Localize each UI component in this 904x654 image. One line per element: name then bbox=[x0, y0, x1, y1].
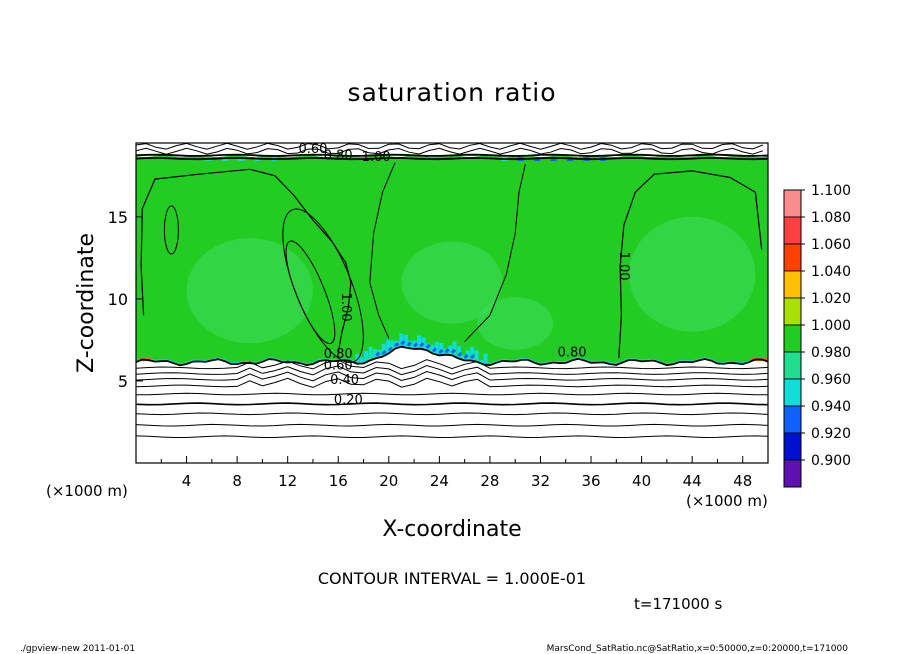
contour-label: 1.00 bbox=[616, 252, 631, 281]
y-tick-label: 5 bbox=[118, 372, 128, 391]
contour-below-cloud bbox=[136, 359, 768, 370]
supersaturation-patch bbox=[186, 238, 313, 344]
contour-labels: 0.200.400.600.80 0.801.001.001.000.600.80 bbox=[298, 142, 631, 408]
colorbar-label: 0.920 bbox=[811, 426, 851, 442]
contour-lines bbox=[136, 143, 768, 439]
colorbar-swatch bbox=[783, 270, 802, 299]
x-tick-label: 24 bbox=[430, 472, 449, 490]
x-tick-label: 44 bbox=[683, 472, 702, 490]
colorbar-label: 0.940 bbox=[811, 399, 851, 415]
colorbar-swatch bbox=[783, 324, 802, 353]
plot-area bbox=[136, 143, 768, 463]
supersaturation-patch bbox=[477, 297, 554, 350]
x-tick-label: 4 bbox=[182, 472, 192, 490]
colorbar-swatch bbox=[783, 432, 802, 461]
contour-below-cloud bbox=[136, 402, 768, 406]
colorbar-swatch bbox=[783, 351, 802, 380]
colorbar-label: 1.020 bbox=[811, 291, 851, 307]
contour-closed bbox=[163, 205, 179, 255]
contour-below-cloud bbox=[136, 364, 768, 376]
colorbar-label: 0.980 bbox=[811, 345, 851, 361]
colorbar-label: 0.900 bbox=[811, 453, 851, 469]
colorbar-frame bbox=[783, 189, 802, 488]
y-axis-label: Z-coordinate bbox=[74, 233, 99, 373]
footer-program: ./gpview-new 2011-01-01 bbox=[20, 644, 135, 654]
colorbar-label: 1.060 bbox=[811, 237, 851, 253]
colorbar-swatch bbox=[783, 189, 802, 218]
contour-upper bbox=[136, 143, 764, 150]
contour-label: 0.60 bbox=[298, 142, 327, 157]
colorbar-label: 1.100 bbox=[811, 183, 851, 199]
contour-cloud-base bbox=[136, 345, 768, 367]
x-axis-label: X-coordinate bbox=[382, 517, 521, 542]
contour-below-cloud bbox=[136, 435, 768, 439]
colorbar-swatch bbox=[783, 378, 802, 407]
chart-title: saturation ratio bbox=[347, 78, 556, 107]
contour-label: 1.00 bbox=[362, 150, 391, 165]
contour-label: 0.40 bbox=[330, 373, 359, 388]
contour-label: 0.80 bbox=[558, 345, 587, 360]
contour-below-cloud bbox=[136, 392, 768, 396]
colorbar-swatch bbox=[783, 297, 802, 326]
contour-one-right bbox=[618, 170, 763, 359]
x-tick-label: 36 bbox=[581, 472, 600, 490]
plot-frame bbox=[135, 142, 769, 464]
contour-below-cloud bbox=[136, 423, 768, 427]
y-axis: 5 10 15 bbox=[108, 208, 143, 391]
contour-label: 0.60 bbox=[324, 358, 353, 373]
y-tick-label: 10 bbox=[108, 290, 128, 309]
colorbar-swatch bbox=[783, 216, 802, 245]
x-tick-label: 8 bbox=[232, 472, 242, 490]
top-fleck bbox=[238, 156, 245, 161]
contour-central bbox=[369, 162, 396, 339]
contour-closed bbox=[282, 208, 364, 364]
contour-label: 0.80 bbox=[324, 347, 353, 362]
x-axis: 4 8 12 16 20 24 28 32 36 40 44 48 bbox=[160, 456, 752, 490]
colorbar-label: 0.960 bbox=[811, 372, 851, 388]
x-tick-label: 12 bbox=[278, 472, 297, 490]
contour-interval-note: CONTOUR INTERVAL = 1.000E-01 bbox=[318, 569, 586, 588]
cloud-base-fringe-blue bbox=[375, 340, 476, 360]
contour-label: 0.80 bbox=[324, 148, 353, 163]
colorbar-label: 1.000 bbox=[811, 318, 851, 334]
contour-below-cloud bbox=[136, 370, 768, 382]
x-tick-label: 32 bbox=[531, 472, 550, 490]
contour-upper bbox=[136, 147, 764, 155]
contour-cloud-top bbox=[136, 153, 768, 157]
contour-label: 1.00 bbox=[338, 293, 353, 322]
supersaturation-patch bbox=[628, 216, 756, 332]
x-axis-unit-left: (×1000 m) bbox=[46, 482, 128, 500]
contour-cloud-top bbox=[136, 156, 768, 161]
x-tick-label: 28 bbox=[480, 472, 499, 490]
contour-central bbox=[464, 164, 526, 342]
contour-below-cloud bbox=[136, 377, 768, 388]
time-stamp: t=171000 s bbox=[634, 595, 722, 613]
y-tick-label: 15 bbox=[108, 208, 128, 227]
x-tick-label: 48 bbox=[733, 472, 752, 490]
colorbar-swatch bbox=[783, 243, 802, 272]
colorbar-swatch bbox=[783, 459, 802, 488]
contour-label: 0.20 bbox=[334, 393, 363, 408]
supersaturation-patch bbox=[401, 241, 503, 324]
x-tick-label: 40 bbox=[632, 472, 651, 490]
x-tick-label: 20 bbox=[379, 472, 398, 490]
colorbar-swatch bbox=[783, 405, 802, 434]
contour-one-left bbox=[140, 168, 352, 354]
colorbar: 1.100 1.080 1.060 1.040 1.020 1.000 0.980 0.960… bbox=[783, 183, 851, 488]
top-fleck bbox=[550, 156, 557, 161]
contour-below-cloud bbox=[136, 412, 768, 416]
footer-source: MarsCond_SatRatio.nc@SatRatio,x=0:50000,… bbox=[547, 644, 849, 654]
x-tick-label: 16 bbox=[329, 472, 348, 490]
colorbar-label: 1.040 bbox=[811, 264, 851, 280]
x-axis-unit-right: (×1000 m) bbox=[686, 492, 768, 510]
saturation-field bbox=[136, 155, 768, 366]
colorbar-label: 1.080 bbox=[811, 210, 851, 226]
